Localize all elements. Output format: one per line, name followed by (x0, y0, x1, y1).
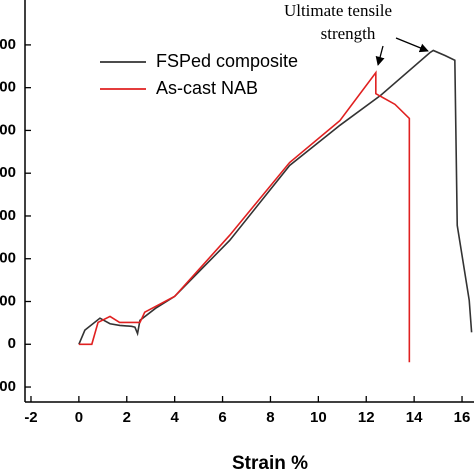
y-tick-label: 400 (0, 164, 16, 181)
y-tick-label: 600 (0, 79, 16, 96)
y-tick-label: 200 (0, 250, 16, 267)
x-tick-label: 10 (310, 409, 327, 426)
y-tick-label: 700 (0, 36, 16, 53)
x-tick-label: 4 (170, 409, 179, 426)
x-tick-label: 14 (406, 409, 423, 426)
arrow (395, 37, 429, 53)
x-axis-label: Strain % (232, 453, 308, 474)
x-tick-label: -2 (24, 409, 37, 426)
y-tick-label: 100 (0, 292, 16, 309)
y-tick-label: 0 (8, 335, 16, 352)
x-tick-label: 16 (454, 409, 471, 426)
legend-label: As-cast NAB (156, 78, 258, 98)
y-tick-label: 300 (0, 207, 16, 224)
annotation: Ultimate tensile (284, 1, 392, 20)
x-tick-label: 8 (266, 409, 274, 426)
x-tick-label: 12 (358, 409, 375, 426)
x-tick-label: 6 (218, 409, 226, 426)
y-tick-label: -100 (0, 378, 16, 395)
legend-label: FSPed composite (156, 51, 298, 71)
x-tick-label: 0 (75, 409, 83, 426)
line (78, 70, 411, 363)
y-tick-label: 500 (0, 121, 16, 138)
line (78, 49, 473, 345)
annotation: strength (321, 24, 376, 43)
arrow (375, 45, 385, 66)
x-tick-label: 2 (123, 409, 131, 426)
